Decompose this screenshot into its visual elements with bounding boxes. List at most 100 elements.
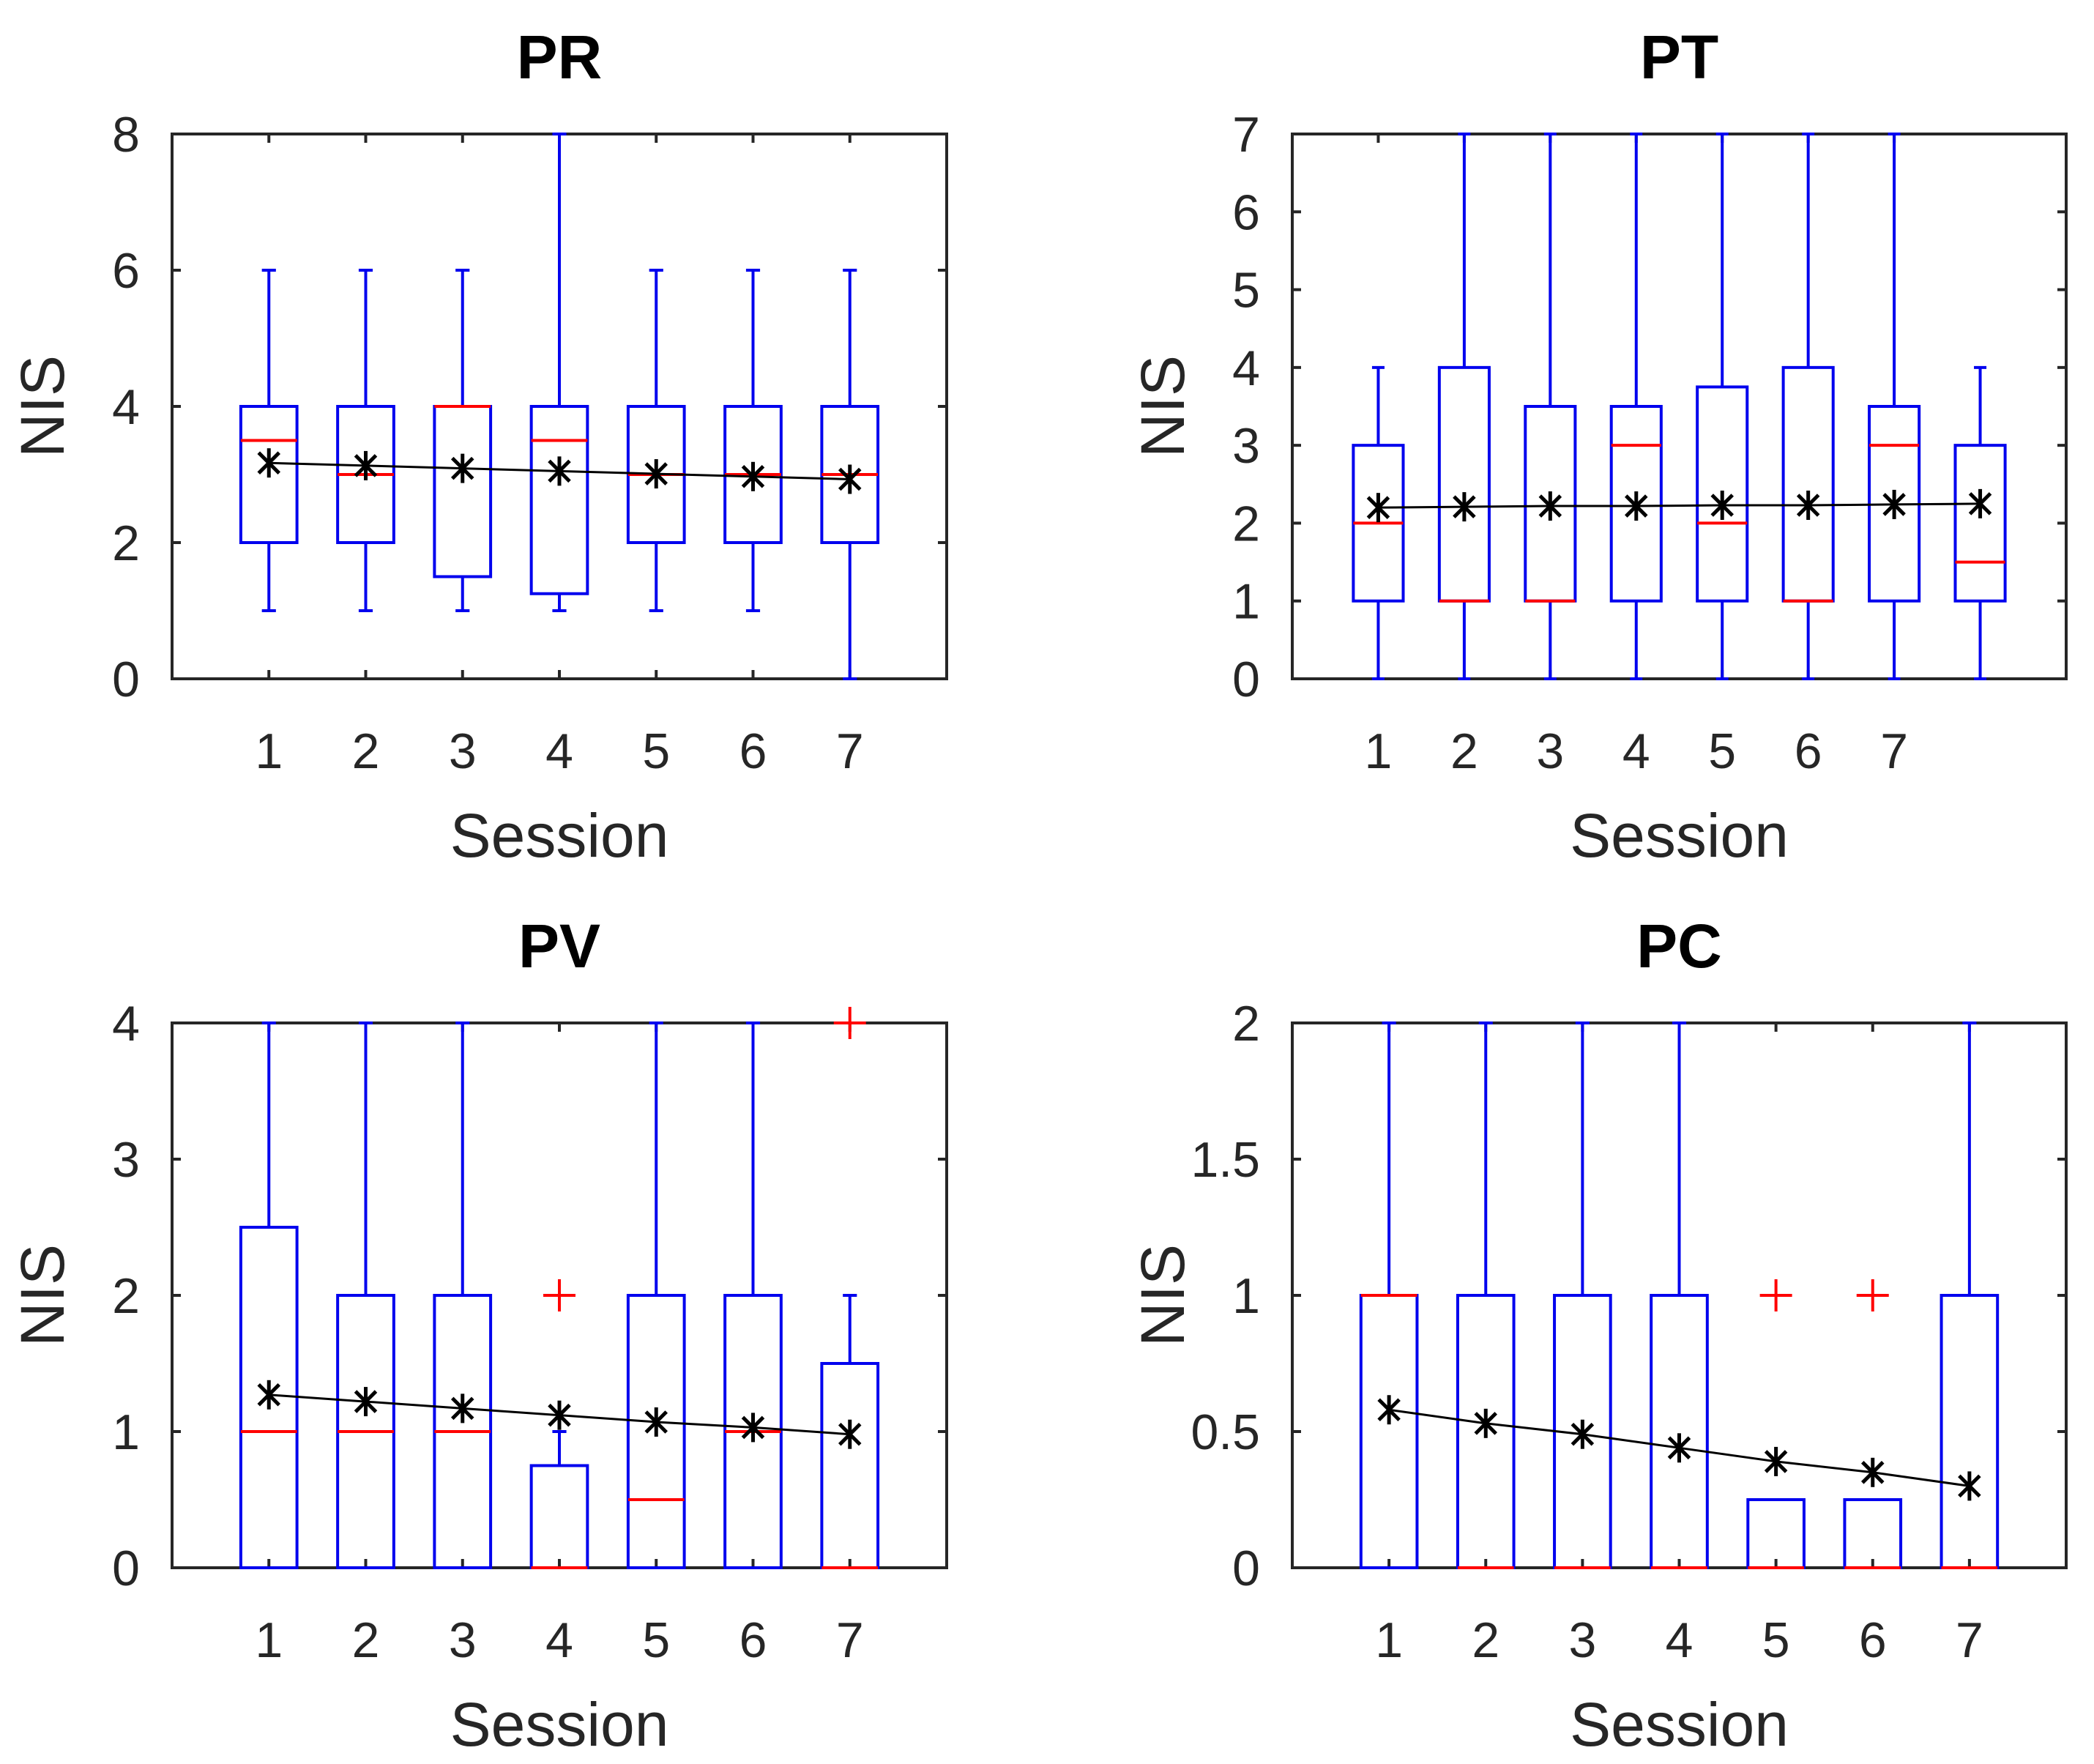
box xyxy=(626,1294,686,1569)
mean-marker xyxy=(354,1387,378,1417)
x-tick-label: 2 xyxy=(352,723,380,779)
box-plot xyxy=(1650,1021,1709,1569)
mean-marker xyxy=(644,459,668,489)
box-plot xyxy=(1940,1021,2000,1569)
box-plot xyxy=(820,269,880,680)
box-plot xyxy=(529,133,589,612)
x-axis-label: Session xyxy=(450,801,669,870)
x-axis-label: Session xyxy=(1570,1690,1789,1759)
mean-marker xyxy=(838,1419,862,1449)
box xyxy=(1696,385,1749,603)
x-tick-label: 4 xyxy=(545,723,573,779)
mean-marker-stroke xyxy=(1710,494,1734,517)
box xyxy=(1650,1294,1709,1569)
mean-marker xyxy=(1366,493,1390,523)
x-tick-label: 1 xyxy=(255,1612,283,1668)
box xyxy=(1437,365,1491,603)
x-tick-label: 3 xyxy=(1536,723,1564,779)
y-tick-label: 2 xyxy=(112,1268,140,1324)
x-tick-label: 1 xyxy=(255,723,283,779)
mean-marker-stroke xyxy=(1667,1436,1691,1460)
x-tick-label: 4 xyxy=(545,1612,573,1668)
y-tick-label: 0 xyxy=(1232,652,1260,707)
mean-marker-stroke xyxy=(354,454,378,477)
x-axis-label: Session xyxy=(450,1690,669,1759)
box-plot xyxy=(336,269,395,612)
mean-marker xyxy=(838,464,862,494)
x-tick-label: 5 xyxy=(1708,723,1736,779)
x-tick-label: 6 xyxy=(1795,723,1822,779)
box xyxy=(1359,1294,1419,1569)
x-tick-label: 5 xyxy=(642,723,670,779)
box-plot xyxy=(239,1021,299,1569)
mean-marker xyxy=(1710,490,1734,520)
box xyxy=(1953,444,2007,603)
x-axis-label: Session xyxy=(1570,801,1789,870)
mean-marker xyxy=(1667,1433,1691,1463)
box xyxy=(1746,1498,1806,1569)
mean-marker xyxy=(1625,491,1648,521)
y-tick-label: 2 xyxy=(1232,996,1260,1052)
y-tick-label: 1.5 xyxy=(1191,1132,1260,1188)
y-tick-label: 7 xyxy=(1232,107,1260,163)
x-tick-label: 1 xyxy=(1365,723,1393,779)
box-plot xyxy=(1781,133,1835,680)
box xyxy=(1609,405,1663,603)
box-plot xyxy=(336,1021,395,1569)
panel-title: PC xyxy=(1636,912,1722,980)
mean-marker xyxy=(354,450,378,480)
outlier-marker xyxy=(833,1007,866,1039)
mean-marker-stroke xyxy=(1958,1474,1981,1498)
x-tick-label: 3 xyxy=(1568,1612,1596,1668)
y-tick-label: 8 xyxy=(112,107,140,163)
mean-trend-line xyxy=(1378,502,1981,509)
y-tick-label: 0.5 xyxy=(1191,1404,1260,1460)
panel-pt: 0 1 2 3 4 5 6 7 1 2 3 4 5 6 7 PT Session NIS xyxy=(1128,23,2068,870)
box xyxy=(1781,365,1835,603)
mean-marker xyxy=(1453,492,1476,522)
mean-marker-stroke xyxy=(450,456,474,480)
mean-marker-stroke xyxy=(257,451,281,475)
mean-marker xyxy=(644,1407,668,1437)
box-plot xyxy=(626,1021,686,1569)
x-tick-label: 6 xyxy=(739,1612,767,1668)
outlier-marker xyxy=(543,1279,575,1311)
y-tick-label: 2 xyxy=(112,516,140,571)
x-tick-label: 2 xyxy=(1450,723,1478,779)
mean-marker xyxy=(1570,1419,1595,1449)
mean-marker-stroke xyxy=(644,462,668,485)
box xyxy=(433,405,493,578)
y-tick-label: 4 xyxy=(112,379,140,435)
mean-marker-stroke xyxy=(1474,1412,1498,1435)
x-tick-label: 3 xyxy=(449,1612,477,1668)
mean-marker xyxy=(257,448,281,478)
mean-marker-stroke xyxy=(354,1390,378,1413)
panel-pv: 0 1 2 3 4 1 2 3 4 5 6 7 PV Session NIS xyxy=(8,912,948,1759)
mean-marker-stroke xyxy=(1377,1398,1401,1422)
box-plot xyxy=(433,1021,493,1569)
box-plot xyxy=(723,1021,783,1569)
mean-marker-stroke xyxy=(1968,492,1992,516)
mean-marker xyxy=(1958,1471,1981,1501)
mean-marker-stroke xyxy=(838,467,862,491)
outlier-marker xyxy=(1856,1279,1889,1311)
box xyxy=(1940,1294,2000,1569)
mean-marker xyxy=(1377,1395,1401,1425)
box-plot xyxy=(433,269,493,612)
mean-marker-stroke xyxy=(1796,494,1820,517)
mean-marker xyxy=(1882,489,1906,519)
mean-marker-stroke xyxy=(1570,1422,1595,1446)
x-tick-label: 6 xyxy=(739,723,767,779)
y-axis-label: NIS xyxy=(1128,1244,1197,1347)
box xyxy=(1843,1498,1903,1569)
box-plot xyxy=(1843,1279,1903,1569)
mean-marker xyxy=(548,1400,571,1430)
y-tick-label: 1 xyxy=(1232,1268,1260,1324)
box xyxy=(239,405,299,544)
mean-marker-stroke xyxy=(1764,1450,1788,1473)
mean-marker xyxy=(1538,491,1562,521)
y-tick-label: 4 xyxy=(112,996,140,1052)
mean-marker-stroke xyxy=(548,1403,571,1427)
y-tick-label: 0 xyxy=(112,652,140,707)
box-plot xyxy=(1352,365,1405,680)
